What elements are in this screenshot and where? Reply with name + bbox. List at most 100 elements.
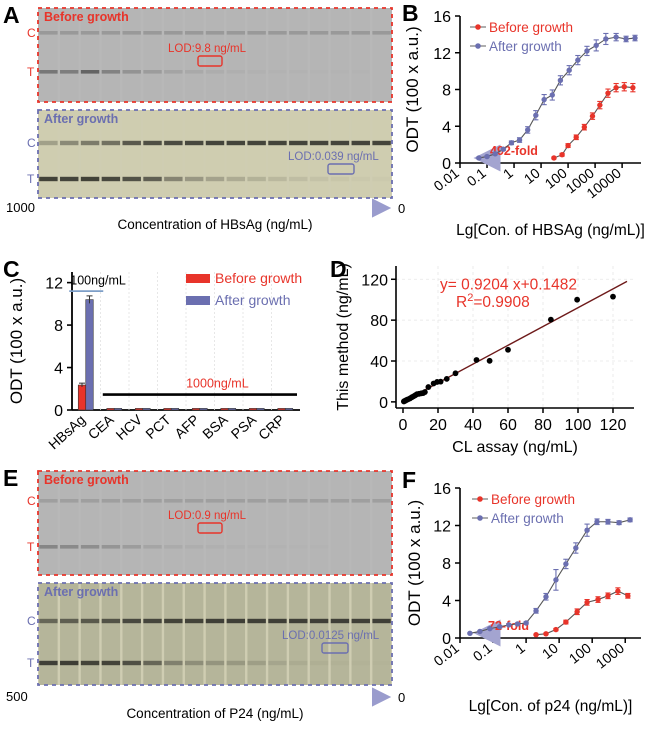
bar [256,408,265,411]
control-line [122,618,141,624]
legend-label: Before growth [491,492,575,507]
test-strip [164,583,183,685]
test-line [331,661,349,665]
test-strip [330,8,350,102]
x-tick-label: PCT [142,411,174,442]
x-axis-title: Lg[Con. of HBSAg (ng/mL)] [456,222,645,239]
test-line [60,70,79,74]
test-strip [309,8,329,102]
legend-label: After growth [215,292,290,308]
strip-body [205,110,225,198]
bar [113,408,123,411]
legend-marker [477,515,483,521]
y-tick-label: 16 [433,481,451,498]
control-line [247,31,266,35]
lod-before-marker [197,55,223,67]
control-line [60,618,79,624]
after-growth-block: After growth LOD:0.039 ng/mL [37,109,393,199]
control-line [205,618,225,624]
test-line [101,660,121,666]
lod-after-label: LOD:0.039 ng/mL [288,151,379,163]
data-point [575,57,581,63]
legend-marker [475,43,481,49]
strip-body [184,471,204,575]
data-point [625,593,631,599]
series-before-growth [551,82,636,161]
strip-body [268,8,287,102]
annotation-100ng: 100ng/mL [70,274,126,288]
regression-equation: y= 0.9204 x+0.1482 [440,276,577,293]
data-point [630,84,636,91]
test-line [289,545,307,549]
test-strip [39,8,58,102]
data-point [543,631,549,637]
x-tick-label: 1000 [593,640,628,672]
series-line [469,519,631,634]
x-tick-label: 60 [499,417,517,434]
data-point [549,92,555,98]
control-line [143,31,162,35]
test-strip [372,583,391,685]
strip-body [122,471,141,575]
before-block-border [37,7,393,103]
strip-body [60,583,79,685]
control-line [226,618,246,624]
strip-body [143,471,162,575]
test-line [122,176,141,182]
data-point [605,519,611,525]
data-point [523,620,529,626]
after-growth-label: After growth [44,585,118,599]
test-strip [247,471,266,575]
test-line [205,660,225,666]
test-line [122,70,141,74]
test-line [268,545,286,549]
y-tick-label: 8 [442,556,451,573]
strip-body [372,110,391,198]
control-line [164,31,183,35]
test-strip [289,583,308,685]
test-line [60,176,79,182]
before-control-label: C [27,494,36,508]
after-test-label: T [27,172,35,186]
control-line [60,31,79,35]
strip-body [372,471,391,575]
test-strip [309,110,329,198]
control-line [80,499,100,503]
legend-label: Before growth [215,270,302,286]
test-strip [309,583,329,685]
test-strip [143,583,162,685]
strip-body [330,583,350,685]
data-point [547,316,554,323]
data-point [467,630,473,637]
test-strip [80,110,100,198]
y-tick-label: 120 [361,272,388,289]
test-strip [268,8,287,102]
data-point [541,96,547,103]
test-line [372,177,390,181]
y-tick-label: 12 [433,46,451,63]
control-line [330,618,350,624]
test-line [268,660,287,666]
data-point [516,137,523,143]
data-point [603,36,609,42]
strip-body [101,583,121,685]
strip-body [289,471,308,575]
y-tick-label: 40 [370,354,388,371]
x-tick-label: 0.1 [464,165,489,190]
test-line [310,545,328,549]
data-point [623,36,629,42]
control-line [226,499,246,503]
test-line [80,176,100,182]
test-line [247,545,265,549]
control-line [309,618,329,624]
y-tick-label: 12 [45,276,63,293]
test-strip [164,8,183,102]
test-strip [205,8,225,102]
strip-body [289,8,308,102]
test-strip [247,110,266,198]
test-strip [164,110,183,198]
strip-body [39,471,58,575]
data-point [613,84,619,91]
